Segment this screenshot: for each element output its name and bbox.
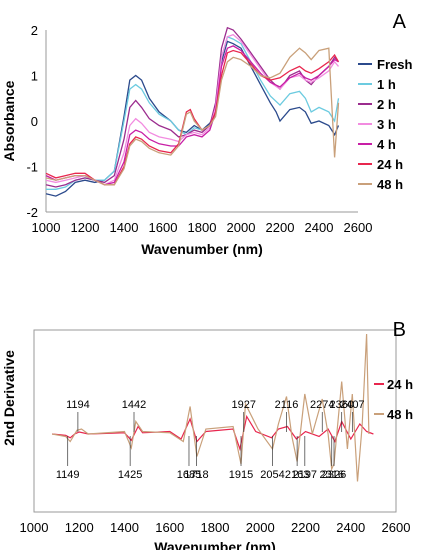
y-tick-label: 2 [31, 23, 38, 38]
legend-label: 4 h [377, 137, 396, 152]
annotation-label: 1915 [229, 469, 253, 481]
legend-label: 1 h [377, 77, 396, 92]
series-line-fresh [45, 40, 340, 197]
legend-label: 3 h [377, 117, 396, 132]
legend-label: 48 h [387, 407, 413, 422]
x-tick-label: 1000 [20, 520, 49, 535]
plot-frame [33, 329, 397, 513]
x-tick-label: 1200 [65, 520, 94, 535]
legend-label: 24 h [377, 157, 403, 172]
y-tick-label: -1 [26, 160, 38, 175]
panel-a: 1000 1200 1400 1600 1800 2000 2200 2400 2600 -2 -1… [1, 11, 412, 257]
legend-label: Fresh [377, 57, 412, 72]
series-line-48-h [45, 47, 340, 186]
x-tick-label: 2200 [291, 520, 320, 535]
annotation-label: 1442 [122, 399, 146, 411]
panel-label: A [393, 11, 407, 33]
x-tick-label: 2000 [227, 220, 256, 235]
y-tick-label: 1 [31, 69, 38, 84]
series-line-3-h [45, 33, 339, 186]
y-tick-label: 0 [31, 114, 38, 129]
x-axis-title: Wavenumber (nm) [154, 539, 276, 550]
x-tick-label: 1600 [149, 220, 178, 235]
panel-label: B [393, 319, 406, 341]
annotation-label: 2360 [329, 399, 353, 411]
annotation-label: 2407 [340, 399, 364, 411]
x-tick-label: 1600 [155, 520, 184, 535]
x-tick-label: 1400 [110, 220, 139, 235]
annotation-label: 2274 [310, 399, 334, 411]
x-tick-label: 2400 [336, 520, 365, 535]
annotation-label: 2116 [275, 399, 299, 411]
annotation-label: 1718 [184, 469, 208, 481]
x-tick-label: 1800 [188, 220, 217, 235]
x-axis-title: Wavenumber (nm) [141, 241, 263, 257]
annotation-label: 2163 [285, 469, 309, 481]
annotation-label: 1425 [118, 469, 142, 481]
x-tick-label: 2200 [266, 220, 295, 235]
legend-label: 2 h [377, 97, 396, 112]
series-line-48-h [51, 333, 370, 482]
annotation-label: 1194 [66, 399, 90, 411]
x-tick-label: 1400 [110, 520, 139, 535]
y-tick-label: -2 [26, 205, 38, 220]
annotation-label: 2326 [322, 469, 346, 481]
y-axis-title: Absorbance [1, 80, 17, 161]
x-tick-label: 2600 [382, 520, 411, 535]
annotation-label: 1685 [177, 469, 201, 481]
series-line-2-h [45, 26, 339, 188]
legend-label: 24 h [387, 377, 413, 392]
annotation-label: 2197 [293, 469, 317, 481]
panel-b: B 1000 1200 1400 1600 1800 2000 2200 2400 2600 114… [1, 319, 413, 550]
x-tick-label: 2000 [246, 520, 275, 535]
x-tick-label: 1000 [32, 220, 61, 235]
annotation-label: 1927 [231, 399, 255, 411]
annotation-label: 1149 [56, 469, 80, 481]
annotation-label: 2054 [260, 469, 284, 481]
y-axis-title: 2nd Derivative [1, 350, 17, 446]
x-tick-label: 1800 [201, 520, 230, 535]
annotation-label: 2316 [320, 469, 344, 481]
x-tick-label: 2400 [305, 220, 334, 235]
legend-label: 48 h [377, 177, 403, 192]
x-tick-label: 2600 [344, 220, 373, 235]
x-tick-label: 1200 [71, 220, 100, 235]
